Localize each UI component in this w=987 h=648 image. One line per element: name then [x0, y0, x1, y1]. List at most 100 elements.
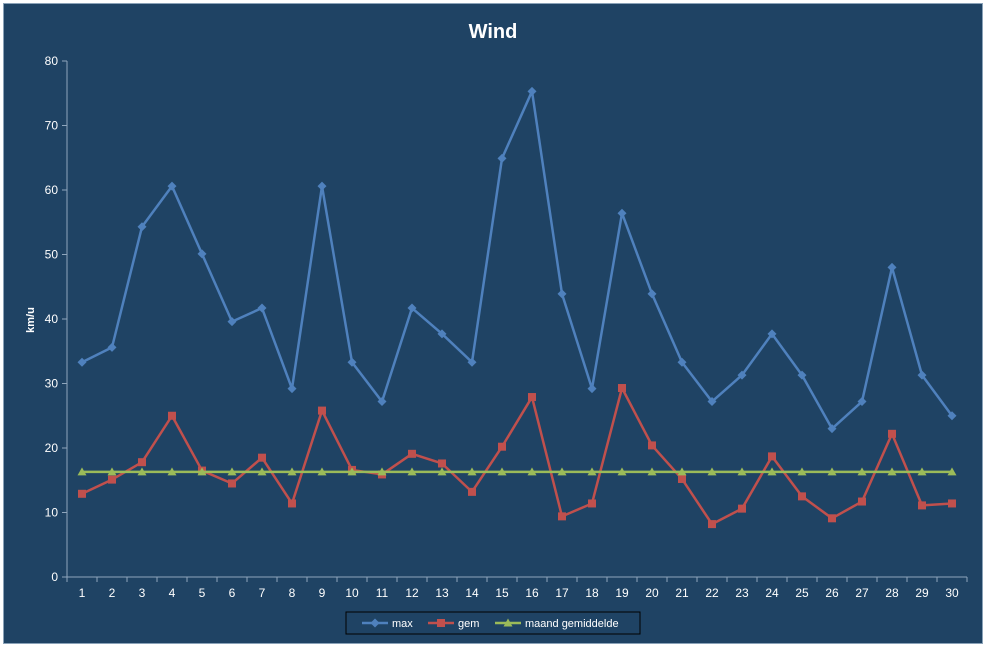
data-point	[527, 467, 537, 476]
x-tick-label: 27	[855, 586, 869, 600]
data-point	[137, 467, 147, 476]
data-point	[437, 329, 447, 339]
x-tick-label: 15	[495, 586, 509, 600]
x-tick-label: 12	[405, 586, 419, 600]
data-point	[257, 303, 267, 313]
data-point	[197, 467, 207, 476]
data-point	[77, 357, 87, 367]
legend-label: maand gemiddelde	[525, 618, 619, 630]
x-tick-label: 5	[199, 586, 206, 600]
data-point	[678, 474, 686, 483]
y-tick-label: 20	[45, 441, 59, 455]
data-point	[167, 467, 177, 476]
data-point	[258, 453, 266, 462]
data-point	[617, 467, 627, 476]
data-point	[617, 208, 627, 218]
y-tick-label: 70	[45, 119, 59, 133]
data-point	[288, 499, 296, 508]
data-point	[618, 384, 626, 393]
x-tick-label: 23	[735, 586, 749, 600]
data-point	[677, 357, 687, 367]
legend: max gem maand gemiddelde	[345, 611, 641, 635]
data-point	[168, 411, 176, 420]
data-point	[347, 467, 357, 476]
data-point	[197, 249, 207, 259]
data-point	[768, 452, 776, 461]
x-tick-label: 28	[885, 586, 899, 600]
data-point	[407, 303, 417, 313]
data-point	[888, 429, 896, 438]
data-point	[468, 487, 476, 496]
data-point	[737, 467, 747, 476]
x-tick-label: 26	[825, 586, 839, 600]
data-point	[857, 397, 867, 407]
data-point	[107, 467, 117, 476]
data-point	[138, 458, 146, 467]
data-point	[407, 467, 417, 476]
data-point	[917, 370, 927, 380]
x-tick-label: 17	[555, 586, 569, 600]
y-tick-label: 40	[45, 312, 59, 326]
y-axis-label: km/u	[25, 307, 37, 333]
data-point	[498, 442, 506, 451]
legend-label: max	[392, 618, 413, 630]
data-point	[227, 317, 237, 327]
data-point	[527, 86, 537, 96]
y-tick-label: 50	[45, 248, 59, 262]
data-point	[107, 342, 117, 352]
data-point	[557, 467, 567, 476]
data-point	[377, 397, 387, 407]
legend-marker	[370, 618, 380, 628]
data-point	[347, 357, 357, 367]
data-point	[947, 411, 957, 421]
data-point	[677, 467, 687, 476]
x-tick-label: 21	[675, 586, 689, 600]
data-point	[287, 384, 297, 394]
x-tick-label: 11	[376, 586, 389, 600]
data-point	[708, 520, 716, 529]
data-point	[887, 262, 897, 272]
data-point	[647, 467, 657, 476]
x-tick-label: 25	[795, 586, 809, 600]
y-tick-label: 80	[45, 54, 59, 68]
series-max	[77, 86, 957, 434]
chart-title: Wind	[469, 21, 518, 43]
legend-items: max gem maand gemiddelde	[362, 618, 619, 630]
data-point	[707, 397, 717, 407]
data-point	[497, 467, 507, 476]
data-point	[437, 467, 447, 476]
x-tick-label: 10	[345, 586, 359, 600]
legend-marker	[503, 618, 513, 627]
data-point	[318, 406, 326, 415]
data-point	[947, 467, 957, 476]
data-point	[137, 222, 147, 232]
y-tick-label: 60	[45, 183, 59, 197]
data-point	[317, 181, 327, 191]
x-tick-label: 7	[259, 586, 266, 600]
data-point	[737, 370, 747, 380]
data-point	[467, 357, 477, 367]
data-point	[287, 467, 297, 476]
x-tick-label: 29	[915, 586, 929, 600]
legend-box	[345, 611, 641, 635]
data-point	[228, 479, 236, 488]
data-point	[767, 329, 777, 339]
legend-marker	[437, 619, 445, 627]
data-point	[917, 467, 927, 476]
x-tick-label: 1	[79, 586, 86, 600]
data-point	[408, 449, 416, 458]
data-point	[588, 499, 596, 508]
data-point	[858, 497, 866, 506]
data-point	[827, 467, 837, 476]
x-tick-label: 6	[229, 586, 236, 600]
x-tick-label: 20	[645, 586, 659, 600]
x-tick-label: 16	[525, 586, 539, 600]
data-point	[558, 512, 566, 521]
chart-area	[3, 3, 983, 644]
data-point	[467, 467, 477, 476]
data-point	[108, 475, 116, 484]
data-point	[797, 467, 807, 476]
data-point	[317, 467, 327, 476]
